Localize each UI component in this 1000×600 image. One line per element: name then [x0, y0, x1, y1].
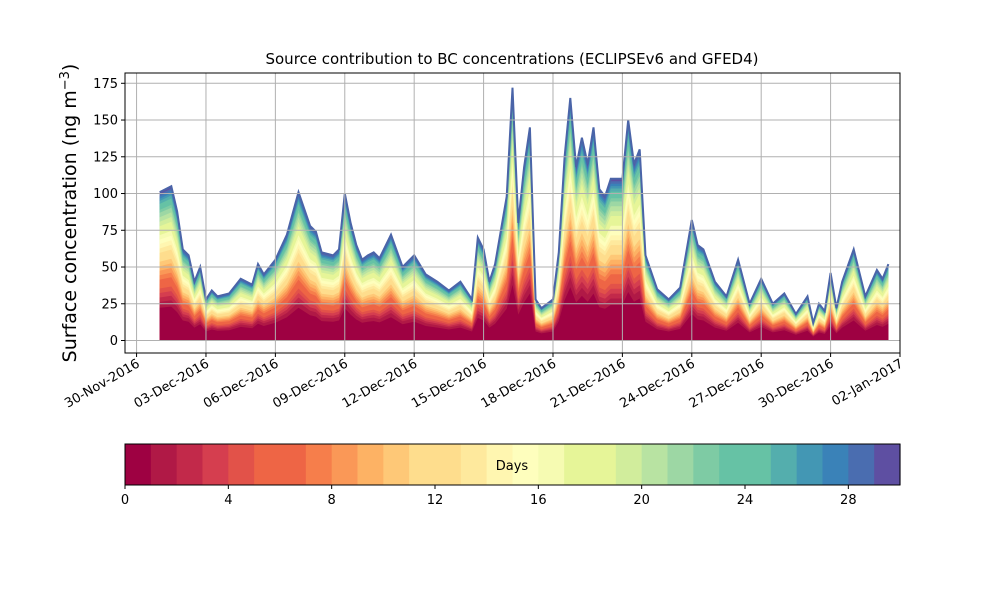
x-tick-label: 02-Jan-2017	[829, 356, 906, 409]
y-tick-label: 175	[93, 77, 118, 92]
x-tick-label: 30-Nov-2016	[62, 356, 142, 411]
colorbar-cell	[486, 444, 514, 485]
colorbar-tick-label: 28	[840, 493, 857, 508]
colorbar-cell	[331, 444, 359, 485]
x-axis: 30-Nov-201603-Dec-201606-Dec-201609-Dec-…	[62, 353, 906, 412]
x-tick-label: 12-Dec-2016	[340, 356, 420, 411]
x-tick-label: 21-Dec-2016	[548, 356, 628, 411]
y-tick-label: 50	[101, 261, 118, 276]
colorbar-ticks: 0 4 8 12 16 20 24 28	[121, 485, 857, 508]
y-axis-label-sup: −3	[58, 71, 73, 90]
x-tick-label: 09-Dec-2016	[270, 356, 350, 411]
x-tick-label: 24-Dec-2016	[617, 356, 697, 411]
colorbar-cell	[435, 444, 462, 485]
x-tick-label: 03-Dec-2016	[132, 356, 212, 411]
colorbar-cell	[538, 444, 565, 485]
colorbar-cell	[409, 444, 436, 485]
colorbar-cell	[745, 444, 772, 485]
y-tick-label: 150	[93, 114, 118, 129]
colorbar-cell	[693, 444, 720, 485]
y-axis-label-close: )	[59, 64, 81, 71]
plot-frame	[124, 72, 901, 354]
colorbar-cell	[150, 444, 178, 485]
colorbar-cell	[874, 444, 901, 485]
colorbar-cell	[770, 444, 798, 485]
colorbar-cell	[305, 444, 333, 485]
x-tick-label: 06-Dec-2016	[201, 356, 281, 411]
y-tick-label: 100	[93, 187, 118, 202]
colorbar-cell	[460, 444, 488, 485]
chart-title: Source contribution to BC concentrations…	[265, 50, 758, 68]
colorbar-cells	[125, 444, 901, 485]
colorbar-cell	[280, 444, 307, 485]
y-axis-label-text: Surface concentration (ng m	[59, 90, 81, 362]
y-axis: 0 25 50 75 100 125 150 175	[93, 77, 125, 349]
colorbar-cell	[822, 444, 849, 485]
colorbar-tick-label: 16	[530, 493, 547, 508]
y-tick-label: 25	[101, 297, 118, 312]
colorbar: Days 0 4 8 12 16 20 24 28	[121, 443, 901, 508]
y-tick-label: 0	[110, 334, 118, 349]
y-tick-label: 75	[101, 224, 118, 239]
colorbar-cell	[228, 444, 255, 485]
colorbar-cell	[357, 444, 384, 485]
colorbar-cell	[719, 444, 746, 485]
stacked-areas	[159, 87, 890, 341]
x-tick-label: 18-Dec-2016	[479, 356, 559, 411]
y-axis-label: Surface concentration (ng m−3)	[58, 64, 81, 363]
colorbar-tick-label: 20	[633, 493, 650, 508]
colorbar-tick-label: 8	[328, 493, 336, 508]
colorbar-cell	[383, 444, 410, 485]
colorbar-tick-label: 4	[224, 493, 232, 508]
colorbar-cell	[796, 444, 824, 485]
colorbar-cell	[590, 444, 617, 485]
colorbar-cell	[615, 444, 643, 485]
colorbar-cell	[564, 444, 591, 485]
area-day-0	[159, 284, 889, 341]
colorbar-cell	[176, 444, 204, 485]
colorbar-cell	[202, 444, 229, 485]
colorbar-tick-label: 0	[121, 493, 129, 508]
colorbar-cell	[125, 444, 152, 485]
colorbar-label: Days	[496, 459, 529, 474]
y-tick-label: 125	[93, 150, 118, 165]
colorbar-frame	[124, 443, 901, 486]
colorbar-cell	[254, 444, 281, 485]
colorbar-tick-label: 24	[737, 493, 754, 508]
colorbar-cell	[848, 444, 875, 485]
x-tick-label: 30-Dec-2016	[756, 356, 836, 411]
x-tick-label: 27-Dec-2016	[687, 356, 767, 411]
colorbar-cell	[641, 444, 669, 485]
x-tick-label: 15-Dec-2016	[409, 356, 489, 411]
colorbar-cell	[667, 444, 694, 485]
plot-area: 0 25 50 75 100 125 150 175 30-Nov-201603-Dec-20…	[62, 72, 906, 412]
colorbar-tick-label: 12	[427, 493, 444, 508]
colorbar-cell	[512, 444, 539, 485]
